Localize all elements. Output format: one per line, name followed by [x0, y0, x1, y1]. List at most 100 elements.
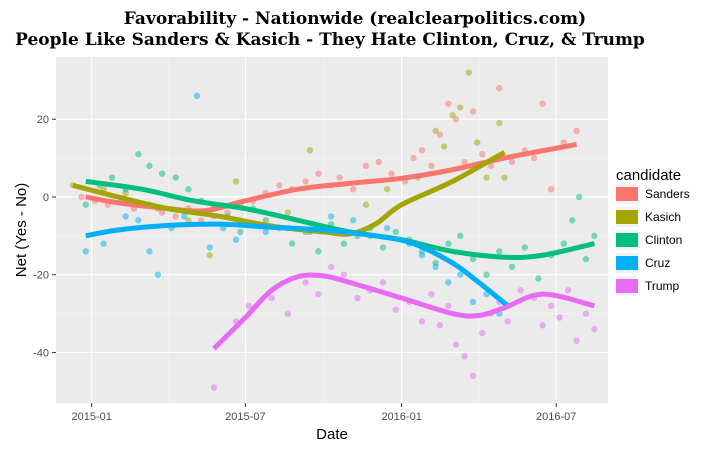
- point-cruz: [432, 263, 439, 271]
- point-cruz: [327, 213, 335, 220]
- y-tick-label: 20: [37, 114, 49, 126]
- point-cruz: [146, 248, 153, 255]
- point-sanders: [362, 162, 370, 170]
- point-sanders: [428, 162, 435, 170]
- legend-label-kasich: Kasich: [645, 210, 681, 224]
- point-cruz: [418, 252, 426, 259]
- point-kasich: [501, 174, 508, 181]
- point-clinton: [508, 263, 516, 271]
- point-kasich: [432, 127, 439, 135]
- point-clinton: [521, 244, 528, 251]
- point-trump: [564, 287, 572, 294]
- point-cruz: [100, 240, 107, 247]
- point-trump: [302, 279, 309, 286]
- point-trump: [354, 294, 361, 302]
- point-sanders: [158, 209, 166, 216]
- point-trump: [418, 318, 426, 325]
- point-kasich: [483, 174, 490, 181]
- point-clinton: [575, 193, 583, 201]
- point-cruz: [193, 92, 201, 100]
- point-sanders: [78, 193, 85, 201]
- point-clinton: [340, 240, 348, 247]
- point-sanders: [418, 147, 426, 154]
- point-sanders: [388, 170, 395, 177]
- point-clinton: [146, 162, 153, 170]
- chart-subtitle: People Like Sanders & Kasich - They Hate…: [15, 30, 645, 50]
- legend-swatch-sanders: [616, 187, 638, 201]
- legend-swatch-trump: [616, 279, 638, 293]
- x-tick-label: 2015-01: [71, 411, 111, 423]
- point-clinton: [569, 217, 576, 224]
- point-clinton: [315, 248, 322, 255]
- legend-label-clinton: Clinton: [645, 233, 682, 247]
- point-clinton: [158, 170, 166, 177]
- point-kasich: [232, 178, 240, 185]
- legend-label-cruz: Cruz: [645, 256, 670, 270]
- point-trump: [582, 310, 590, 317]
- y-axis-label: Net (Yes - No): [13, 183, 30, 277]
- point-trump: [436, 322, 444, 329]
- trend-lines: [72, 142, 596, 351]
- point-trump: [573, 337, 580, 344]
- point-trump: [479, 329, 486, 337]
- point-cruz: [262, 228, 269, 236]
- x-tick-label: 2015-07: [225, 411, 265, 423]
- point-cruz: [135, 217, 142, 224]
- point-clinton: [496, 248, 503, 255]
- point-clinton: [445, 240, 452, 247]
- point-trump: [340, 271, 348, 278]
- point-sanders: [487, 162, 495, 170]
- point-cruz: [445, 279, 452, 286]
- point-clinton: [582, 255, 590, 263]
- legend-swatch-cruz: [616, 256, 638, 270]
- point-kasich: [465, 69, 472, 76]
- point-sanders: [445, 100, 452, 107]
- point-clinton: [108, 174, 116, 181]
- y-tick-label: -20: [33, 270, 49, 282]
- point-cruz: [457, 271, 464, 278]
- point-sanders: [539, 100, 546, 107]
- point-sanders: [302, 178, 309, 185]
- point-kasich: [457, 104, 464, 111]
- point-kasich: [306, 147, 314, 154]
- point-sanders: [461, 158, 468, 166]
- legend: candidate Sanders Kasich Clinton Cruz Trump: [616, 167, 690, 296]
- y-tick-label: 0: [43, 192, 49, 204]
- point-clinton: [288, 240, 296, 247]
- point-trump: [268, 294, 275, 302]
- point-sanders: [410, 154, 417, 162]
- point-clinton: [185, 185, 192, 193]
- point-sanders: [547, 185, 555, 193]
- point-clinton: [172, 174, 179, 181]
- point-kasich: [384, 185, 391, 193]
- legend-swatch-kasich: [616, 210, 638, 224]
- point-sanders: [172, 213, 179, 220]
- chart-title: Favorability - Nationwide (realclearpoli…: [124, 9, 586, 29]
- legend-title: candidate: [616, 167, 681, 184]
- point-trump: [539, 322, 546, 329]
- point-clinton: [483, 271, 490, 278]
- trend-line-cruz: [85, 221, 510, 308]
- point-clinton: [535, 275, 542, 282]
- point-clinton: [82, 201, 89, 208]
- point-sanders: [350, 185, 357, 193]
- point-sanders: [573, 127, 580, 135]
- y-tick-label: -40: [33, 347, 49, 359]
- point-trump: [591, 325, 598, 333]
- point-cruz: [181, 213, 188, 220]
- point-sanders: [469, 108, 477, 115]
- point-clinton: [392, 228, 399, 236]
- x-axis-label: Date: [316, 426, 348, 443]
- gridlines: [56, 57, 608, 403]
- point-cruz: [232, 236, 240, 243]
- x-tick-label: 2016-07: [536, 411, 576, 423]
- point-clinton: [379, 244, 387, 251]
- point-sanders: [496, 84, 503, 92]
- point-trump: [428, 290, 435, 298]
- point-trump: [452, 341, 460, 348]
- point-trump: [445, 302, 452, 310]
- point-trump: [392, 306, 399, 313]
- point-sanders: [436, 131, 444, 138]
- axis-ticks: -40 -20 0 20 2015-01 2015-07 2016-01 2016-07: [33, 114, 576, 423]
- point-sanders: [508, 158, 516, 166]
